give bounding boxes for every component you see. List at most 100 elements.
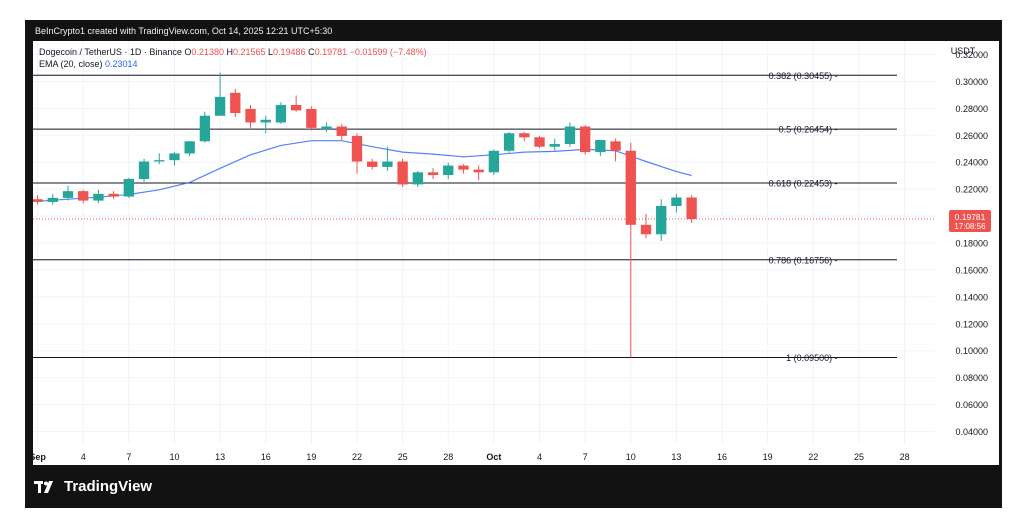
- y-tick-label: 0.18000: [955, 239, 988, 249]
- y-tick-label: 0.06000: [955, 400, 988, 410]
- chart-panel[interactable]: 0.382 (0.30455) - 0.5 (0.26454) - 0.618 (0…: [33, 41, 999, 465]
- open-value: 0.21380: [191, 47, 226, 57]
- price-chart[interactable]: 0.382 (0.30455) - 0.5 (0.26454) - 0.618 (0…: [33, 41, 999, 465]
- candle-body: [427, 172, 439, 175]
- candle: [184, 141, 195, 157]
- open-label: O: [184, 47, 191, 57]
- candle: [473, 165, 484, 181]
- candle: [656, 199, 667, 241]
- x-tick-label: 28: [900, 452, 910, 462]
- x-tick-label: 7: [583, 452, 588, 462]
- x-tick-label: 10: [169, 452, 179, 462]
- candle-body: [579, 126, 591, 153]
- candle: [245, 104, 256, 130]
- y-tick-label: 0.30000: [955, 77, 988, 87]
- candle-body: [625, 150, 636, 225]
- x-tick-label: 16: [261, 452, 271, 462]
- ema-line: [37, 140, 692, 202]
- candle: [62, 185, 74, 201]
- candle-body: [412, 172, 424, 185]
- candle-body: [473, 169, 484, 173]
- candle: [336, 123, 347, 140]
- y-tick-label: 0.12000: [955, 319, 988, 329]
- ema-legend-label: EMA (20, close): [39, 59, 105, 69]
- candle-body: [199, 115, 211, 142]
- candle: [138, 158, 150, 182]
- fib-level-label: 1 (0.09500) -: [786, 353, 838, 363]
- candle-body: [686, 197, 697, 220]
- x-tick-label: 10: [626, 452, 636, 462]
- x-tick-label: 19: [763, 452, 773, 462]
- candle: [503, 131, 515, 154]
- candle: [214, 72, 226, 116]
- candle: [275, 102, 287, 124]
- candle-body: [519, 133, 530, 138]
- tradingview-brand: TradingView: [64, 478, 153, 495]
- symbol-title: Dogecoin / TetherUS · 1D · Binance: [39, 47, 184, 57]
- tradingview-logo-icon: [34, 480, 53, 493]
- y-tick-label: 0.08000: [955, 373, 988, 383]
- ema-legend-value: 0.23014: [105, 59, 138, 69]
- candle-body: [488, 150, 500, 173]
- candle-body: [245, 109, 256, 123]
- x-tick-label: 25: [398, 452, 408, 462]
- candle-body: [595, 139, 606, 153]
- bar-countdown: 17:08:56: [954, 222, 986, 231]
- candle: [154, 153, 165, 165]
- candle: [534, 135, 545, 149]
- candle-body: [610, 141, 621, 151]
- candle-body: [214, 96, 226, 116]
- candle: [671, 193, 682, 213]
- candle-body: [275, 104, 287, 123]
- candle: [549, 138, 560, 151]
- candle-body: [640, 224, 652, 235]
- candle-body: [336, 126, 347, 136]
- candle-body: [656, 205, 667, 235]
- currency-label: USDT: [951, 46, 976, 56]
- candle: [199, 111, 211, 143]
- candle: [579, 125, 591, 155]
- candle-body: [671, 197, 682, 206]
- candle-body: [534, 137, 545, 147]
- x-tick-label: 13: [215, 452, 225, 462]
- candle: [686, 195, 697, 223]
- candle-body: [108, 193, 119, 197]
- candle-body: [33, 199, 43, 202]
- candle: [169, 152, 180, 166]
- candle-body: [154, 160, 165, 162]
- candle-body: [351, 135, 363, 162]
- low-label: L: [268, 47, 273, 57]
- y-tick-label: 0.24000: [955, 158, 988, 168]
- ema-legend: EMA (20, close) 0.23014: [39, 59, 138, 69]
- fib-level-label: 0.382 (0.30455) -: [769, 71, 838, 81]
- last-price-tag-bg: [949, 210, 991, 233]
- candle: [321, 122, 332, 132]
- candle: [412, 170, 424, 188]
- x-tick-label: 4: [81, 452, 86, 462]
- candle-body: [123, 179, 134, 197]
- candle-body: [549, 144, 560, 147]
- candle: [610, 138, 621, 162]
- x-tick-label: 28: [443, 452, 453, 462]
- candle: [367, 158, 378, 170]
- candle: [306, 106, 317, 131]
- x-tick-label: 4: [537, 452, 542, 462]
- candle: [443, 162, 454, 180]
- fib-level-label: 0.5 (0.26454) -: [779, 125, 838, 135]
- candle-body: [260, 119, 271, 123]
- fib-level-label: 0.618 (0.22453) -: [769, 179, 838, 189]
- candle-body: [290, 104, 302, 111]
- attribution-text: BeInCrypto1 created with TradingView.com…: [35, 26, 333, 36]
- candle: [47, 193, 58, 205]
- candle-body: [503, 133, 515, 151]
- y-tick-label: 0.26000: [955, 131, 988, 141]
- ohlc-legend: Dogecoin / TetherUS · 1D · Binance O0.21…: [39, 47, 427, 57]
- candle: [564, 122, 576, 147]
- high-label: H: [226, 47, 233, 57]
- x-tick-label: 16: [717, 452, 727, 462]
- close-value: 0.19781: [315, 47, 350, 57]
- y-tick-label: 0.28000: [955, 104, 988, 114]
- tradingview-logo[interactable]: TradingView: [34, 478, 152, 495]
- x-tick-label: 22: [352, 452, 362, 462]
